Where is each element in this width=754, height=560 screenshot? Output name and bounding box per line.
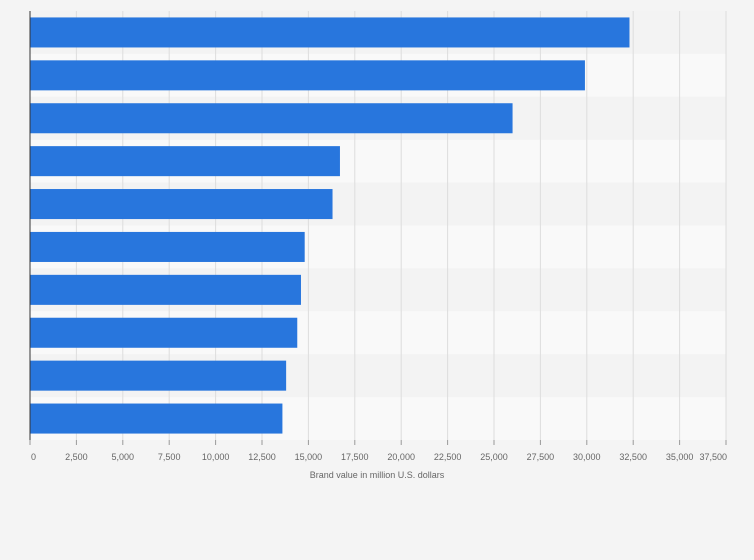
bar — [30, 403, 283, 434]
bar — [30, 17, 630, 48]
x-tick-label: 2,500 — [65, 452, 88, 462]
bar — [30, 60, 585, 91]
bar — [30, 317, 298, 348]
bar — [30, 231, 305, 262]
x-tick-label: 25,000 — [480, 452, 508, 462]
x-tick-label: 10,000 — [202, 452, 230, 462]
x-tick-labels: 0 2,500 5,000 7,500 10,000 12,500 15,000 17,500… — [29, 440, 727, 462]
x-tick-label: 35,000 — [666, 452, 694, 462]
x-tick-label: 7,500 — [158, 452, 181, 462]
x-tick-label: 32,500 — [619, 452, 647, 462]
x-tick-label: 37,500 — [699, 452, 727, 462]
x-tick-label: 12,500 — [248, 452, 276, 462]
x-tick-label: 5,000 — [112, 452, 135, 462]
bar — [30, 274, 301, 305]
x-tick-label: 27,500 — [527, 452, 555, 462]
x-tick-label: 30,000 — [573, 452, 601, 462]
x-tick-label: 17,500 — [341, 452, 369, 462]
bars — [30, 17, 630, 434]
bar — [30, 360, 287, 391]
x-tick-label: 0 — [31, 452, 36, 462]
bar — [30, 189, 333, 220]
x-tick-label: 22,500 — [434, 452, 462, 462]
x-tick-label: 15,000 — [295, 452, 323, 462]
x-tick-label: 20,000 — [387, 452, 415, 462]
x-axis-title: Brand value in million U.S. dollars — [310, 470, 445, 480]
bar — [30, 103, 513, 134]
bar — [30, 146, 340, 177]
